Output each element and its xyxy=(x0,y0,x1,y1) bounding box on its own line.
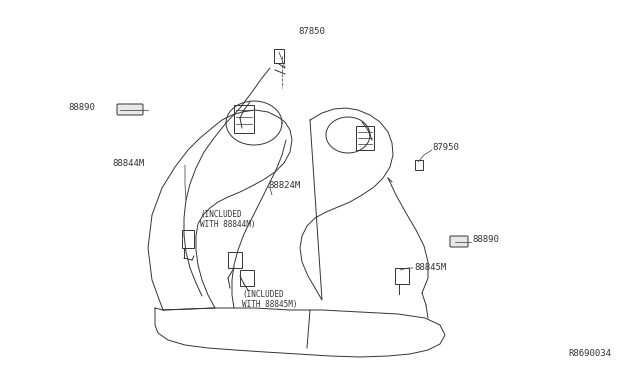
FancyBboxPatch shape xyxy=(117,104,143,115)
Text: 87850: 87850 xyxy=(298,28,325,36)
Bar xyxy=(182,230,194,248)
Bar xyxy=(395,268,409,284)
Bar xyxy=(228,252,242,268)
Text: (INCLUDED: (INCLUDED xyxy=(200,211,242,219)
Bar xyxy=(234,105,254,133)
Text: 87950: 87950 xyxy=(432,144,459,153)
Text: (INCLUDED: (INCLUDED xyxy=(242,291,284,299)
Bar xyxy=(415,160,423,170)
Bar xyxy=(356,126,374,150)
Text: 88844M: 88844M xyxy=(112,158,144,167)
Text: 88824M: 88824M xyxy=(268,180,300,189)
Bar xyxy=(274,49,284,63)
Text: WITH 88844M): WITH 88844M) xyxy=(200,221,255,230)
Text: WITH 88845M): WITH 88845M) xyxy=(242,301,298,310)
Text: 88845M: 88845M xyxy=(414,263,446,272)
Text: R8690034: R8690034 xyxy=(568,349,611,357)
Text: 88890: 88890 xyxy=(68,103,95,112)
Bar xyxy=(240,270,254,286)
Text: 88890: 88890 xyxy=(472,235,499,244)
FancyBboxPatch shape xyxy=(450,236,468,247)
